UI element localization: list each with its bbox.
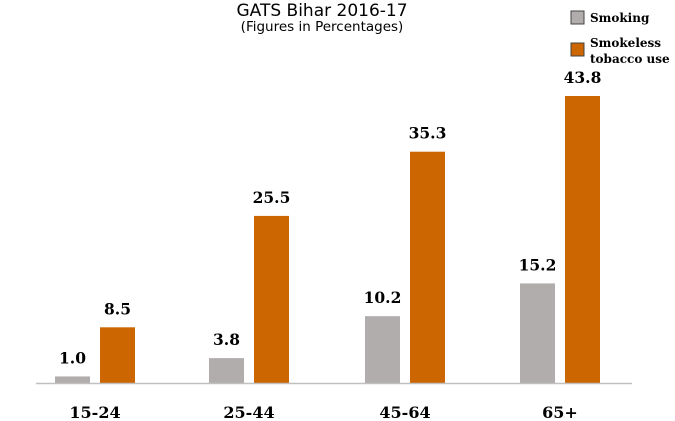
data-label-smokeless-65+: 43.8: [564, 68, 602, 87]
bar-smokeless-45-64: [410, 151, 445, 383]
legend-label-smokeless: Smokeless tobacco use: [590, 36, 670, 66]
data-label-smoking-65+: 15.2: [519, 255, 557, 274]
data-label-smoking-15-24: 1.0: [59, 348, 86, 367]
x-tick-45-64: 45-64: [379, 403, 430, 421]
bar-smoking-25-44: [209, 358, 244, 383]
data-label-smokeless-25-44: 25.5: [253, 188, 291, 207]
legend-swatch-smoking: [570, 10, 585, 25]
bars-group: [55, 96, 600, 383]
data-label-smoking-25-44: 3.8: [213, 330, 240, 349]
chart-title: GATS Bihar 2016-17: [236, 1, 407, 21]
bar-smokeless-25-44: [254, 215, 289, 383]
x-tick-labels: 15-24 25-44 45-64 65+: [69, 403, 577, 421]
legend-label-smokeless-line2: tobacco use: [590, 52, 670, 66]
bar-smokeless-15-24: [100, 327, 135, 383]
bar-smoking-45-64: [365, 316, 400, 383]
chart-subtitle: (Figures in Percentages): [241, 19, 404, 35]
bar-smokeless-65+: [565, 96, 600, 383]
x-tick-15-24: 15-24: [69, 403, 120, 421]
data-label-smoking-45-64: 10.2: [364, 288, 402, 307]
legend-label-smoking: Smoking: [590, 11, 650, 25]
bar-smoking-65+: [520, 283, 555, 383]
x-tick-65+: 65+: [542, 403, 578, 421]
data-label-smokeless-15-24: 8.5: [104, 299, 131, 318]
legend-label-smokeless-line1: Smokeless: [590, 36, 661, 50]
bar-smoking-15-24: [55, 376, 90, 383]
legend-swatch-smokeless: [570, 42, 585, 57]
x-tick-25-44: 25-44: [223, 403, 274, 421]
data-label-smokeless-45-64: 35.3: [409, 124, 447, 143]
legend: Smoking Smokeless tobacco use: [570, 10, 670, 66]
data-labels-group: 1.0 8.5 3.8 25.5 10.2 35.3 15.2 43.8: [59, 68, 601, 367]
